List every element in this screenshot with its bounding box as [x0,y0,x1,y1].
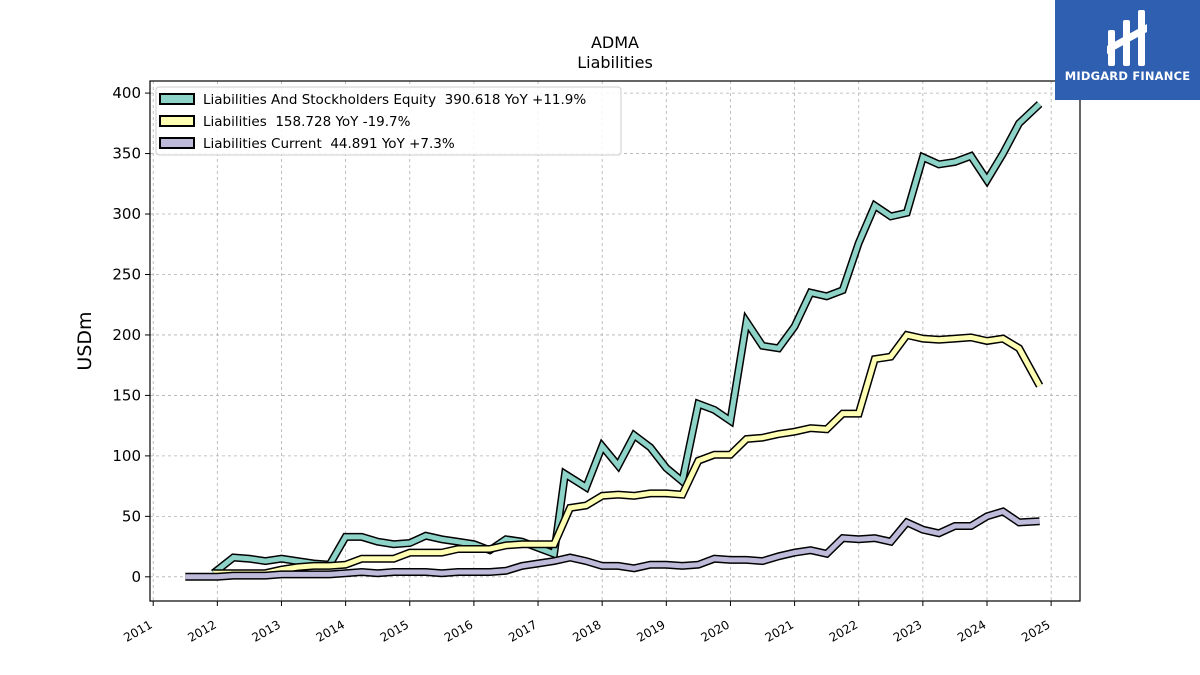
y-tick-label: 300 [112,205,141,223]
x-tick-label: 2015 [378,617,411,644]
legend-frame [155,86,622,156]
x-tick-label: 2020 [698,617,731,644]
series-line-2 [185,508,1040,580]
legend-label-2: Liabilities Current 44.891 YoY +7.3% [203,136,455,152]
y-tick-label: 100 [112,447,141,465]
y-tick-label: 250 [112,265,141,283]
x-tick-label: 2022 [827,617,860,644]
legend: Liabilities And Stockholders Equity 390.… [155,86,622,156]
x-tick-label: 2021 [763,617,796,644]
y-tick-label: 150 [112,386,141,404]
x-tick-label: 2012 [185,617,218,644]
y-tick-label: 350 [112,145,141,163]
x-tick-label: 2019 [634,617,667,644]
chart-title: ADMA [591,33,639,52]
plot-frame [149,80,1081,602]
y-tick-label: 200 [112,326,141,344]
legend-swatch-2 [159,137,195,149]
x-tick-label: 2011 [121,617,154,644]
legend-swatch-0 [159,93,195,105]
x-tick-label: 2016 [442,617,475,644]
y-tick-label: 50 [122,507,141,525]
y-tick-label: 400 [112,84,141,102]
legend-label-1: Liabilities 158.728 YoY -19.7% [203,114,411,130]
x-tick-label: 2023 [891,617,924,644]
y-tick-label: 0 [131,568,141,586]
chart-subtitle: Liabilities [577,53,653,72]
logo-mark-icon [1107,10,1147,66]
x-tick-label: 2017 [506,617,539,644]
x-tick-label: 2014 [314,617,347,644]
logo-text: MIDGARD FINANCE [1064,69,1191,83]
midgard-finance-logo: MIDGARD FINANCE [1055,0,1200,100]
x-tick-label: 2013 [250,617,283,644]
x-tick-label: 2018 [570,617,603,644]
x-tick-label: 2025 [1019,617,1052,644]
series-lines [185,101,1044,581]
y-axis-label: USDm [74,311,96,370]
series-line-1 [213,332,1042,576]
legend-swatch-1 [159,115,195,127]
series-line-0 [211,102,1042,576]
legend-label-0: Liabilities And Stockholders Equity 390.… [203,92,586,108]
x-tick-label: 2024 [955,617,988,644]
